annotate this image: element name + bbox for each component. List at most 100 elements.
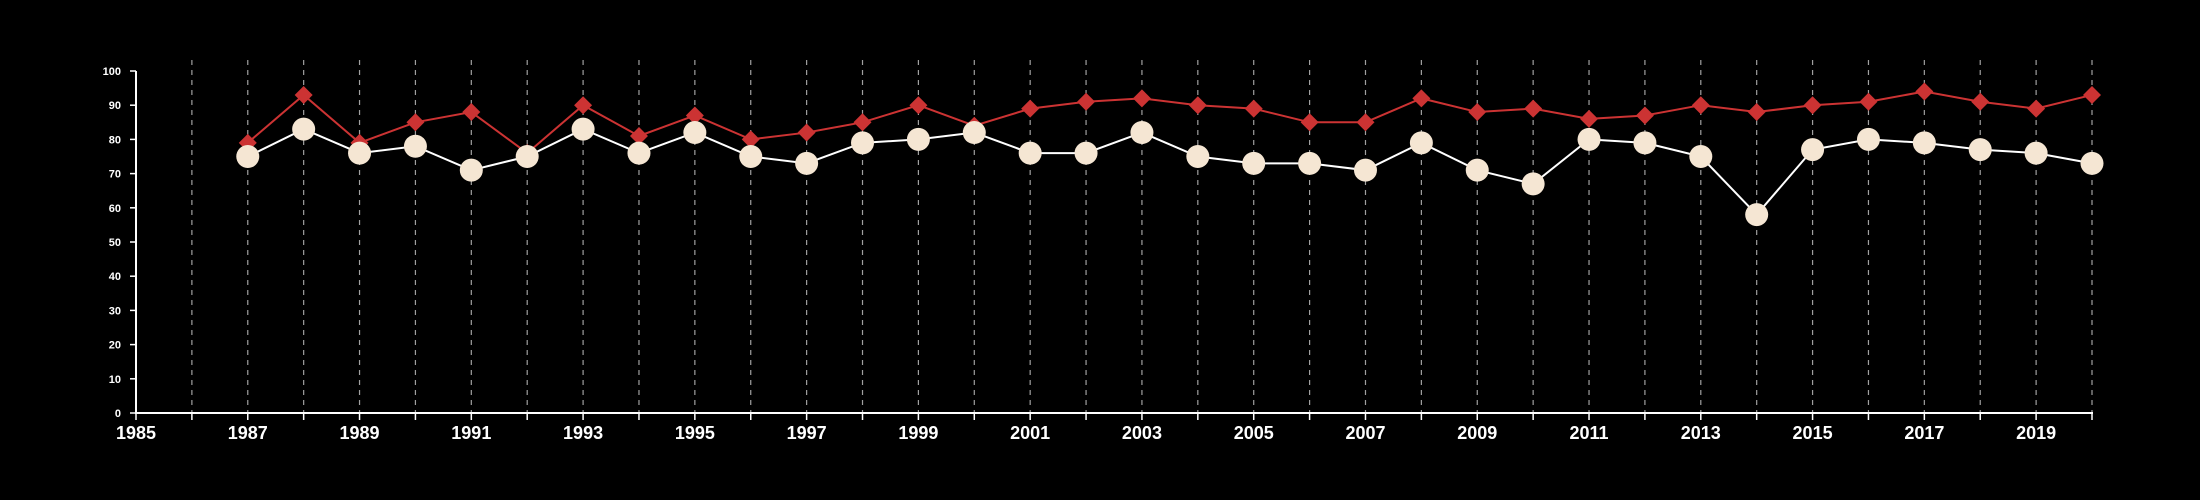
point-diamond-2010 bbox=[1524, 99, 1543, 118]
point-diamond-1999 bbox=[909, 96, 928, 115]
y-tick-label: 90 bbox=[109, 100, 121, 112]
axes bbox=[135, 71, 2093, 414]
x-tick-label: 1995 bbox=[675, 423, 715, 443]
y-tick-label: 100 bbox=[103, 66, 121, 78]
y-tick-label: 70 bbox=[109, 169, 121, 181]
point-circle-2018 bbox=[1968, 138, 1992, 162]
y-tick-label: 30 bbox=[109, 305, 121, 317]
point-circle-2003 bbox=[1130, 121, 1154, 145]
x-tick-label: 2007 bbox=[1345, 423, 1385, 443]
point-diamond-1994 bbox=[629, 126, 648, 145]
point-circle-2007 bbox=[1353, 158, 1377, 182]
x-tick-label: 2011 bbox=[1569, 423, 1608, 443]
y-tick-label: 40 bbox=[109, 271, 121, 283]
x-tick-label: 2015 bbox=[1793, 423, 1833, 443]
x-axis-ticks: 1985 1987 1989 1991 1993 1995 1997 1999 2001 2003… bbox=[116, 413, 2093, 443]
point-diamond-2019 bbox=[2027, 99, 2046, 118]
point-diamond-2020 bbox=[2083, 85, 2101, 104]
series-line-diamond bbox=[247, 90, 2093, 155]
point-circle-2016 bbox=[1856, 127, 1880, 151]
point-diamond-2014 bbox=[1747, 103, 1766, 122]
point-circle-1994 bbox=[627, 141, 651, 165]
point-circle-2019 bbox=[2024, 141, 2048, 165]
point-diamond-2004 bbox=[1188, 96, 1207, 115]
point-circle-2017 bbox=[1912, 131, 1936, 155]
point-diamond-1998 bbox=[853, 113, 872, 132]
point-diamond-1997 bbox=[797, 123, 816, 142]
point-diamond-1988 bbox=[294, 85, 313, 104]
series-line-circle bbox=[247, 128, 2093, 217]
y-tick-label: 20 bbox=[109, 340, 121, 352]
x-tick-label: 1987 bbox=[228, 423, 268, 443]
point-circle-1999 bbox=[906, 127, 930, 151]
point-diamond-2003 bbox=[1132, 89, 1151, 108]
point-circle-1998 bbox=[851, 131, 875, 155]
y-tick-label: 10 bbox=[109, 374, 121, 386]
point-diamond-2012 bbox=[1635, 106, 1654, 125]
point-circle-1992 bbox=[515, 145, 539, 168]
x-tick-label: 2001 bbox=[1010, 423, 1050, 443]
y-tick-label: 0 bbox=[115, 408, 121, 420]
point-circle-1993 bbox=[571, 117, 595, 141]
point-circle-1991 bbox=[459, 158, 483, 182]
point-circle-2011 bbox=[1577, 127, 1601, 151]
point-diamond-1995 bbox=[685, 106, 704, 125]
y-tick-label: 80 bbox=[109, 134, 121, 146]
point-circle-2012 bbox=[1633, 131, 1657, 155]
point-diamond-2005 bbox=[1244, 99, 1263, 118]
point-circle-1995 bbox=[683, 121, 707, 145]
point-circle-2010 bbox=[1521, 172, 1545, 196]
x-tick-label: 1991 bbox=[451, 423, 491, 443]
point-circle-2020 bbox=[2080, 151, 2104, 175]
point-circle-2005 bbox=[1242, 151, 1266, 175]
point-diamond-1991 bbox=[462, 103, 481, 122]
point-circle-2000 bbox=[962, 121, 986, 145]
x-tick-label: 1997 bbox=[787, 423, 827, 443]
point-diamond-1993 bbox=[574, 96, 593, 115]
point-diamond-2017 bbox=[1915, 82, 1934, 101]
x-tick-label: 1993 bbox=[563, 423, 603, 443]
point-circle-2002 bbox=[1074, 141, 1098, 165]
point-diamond-2008 bbox=[1412, 89, 1431, 108]
point-circle-2015 bbox=[1801, 138, 1825, 162]
point-diamond-2018 bbox=[1971, 92, 1990, 111]
x-tick-label: 2009 bbox=[1457, 423, 1497, 443]
point-diamond-2009 bbox=[1468, 103, 1487, 122]
x-tick-label: 2019 bbox=[2016, 423, 2056, 443]
point-circle-1987 bbox=[236, 145, 260, 168]
x-tick-label: 1989 bbox=[340, 423, 380, 443]
y-tick-label: 60 bbox=[109, 203, 121, 215]
point-diamond-1990 bbox=[406, 113, 425, 132]
series-layer bbox=[236, 82, 2104, 227]
point-circle-1997 bbox=[795, 151, 819, 175]
x-tick-label: 1999 bbox=[898, 423, 938, 443]
x-tick-label: 1985 bbox=[116, 423, 156, 443]
series-circle bbox=[236, 117, 2104, 227]
point-circle-1988 bbox=[292, 117, 316, 141]
point-circle-1990 bbox=[403, 134, 427, 158]
x-tick-label: 2005 bbox=[1234, 423, 1274, 443]
point-diamond-2007 bbox=[1356, 113, 1375, 132]
x-tick-label: 2013 bbox=[1681, 423, 1721, 443]
point-diamond-2001 bbox=[1021, 99, 1040, 118]
point-diamond-2011 bbox=[1580, 109, 1599, 128]
point-circle-2008 bbox=[1409, 131, 1433, 155]
point-diamond-2015 bbox=[1803, 96, 1822, 115]
point-circle-2004 bbox=[1186, 145, 1210, 168]
point-circle-2014 bbox=[1745, 203, 1769, 227]
point-diamond-2002 bbox=[1077, 92, 1096, 111]
point-circle-1989 bbox=[348, 141, 372, 165]
point-circle-2009 bbox=[1465, 158, 1489, 182]
y-axis-ticks: 0 10 20 30 40 50 60 70 80 90 100 bbox=[103, 66, 136, 420]
x-tick-label: 2003 bbox=[1122, 423, 1162, 443]
vertical-gridlines bbox=[191, 60, 2093, 413]
y-tick-label: 50 bbox=[109, 237, 121, 249]
point-circle-2013 bbox=[1689, 145, 1713, 168]
point-diamond-2013 bbox=[1691, 96, 1710, 115]
point-circle-2001 bbox=[1018, 141, 1042, 165]
x-tick-label: 2017 bbox=[1904, 423, 1944, 443]
point-diamond-2016 bbox=[1859, 92, 1878, 111]
point-circle-1996 bbox=[739, 145, 763, 168]
point-diamond-2006 bbox=[1300, 113, 1319, 132]
point-diamond-1996 bbox=[741, 130, 760, 149]
